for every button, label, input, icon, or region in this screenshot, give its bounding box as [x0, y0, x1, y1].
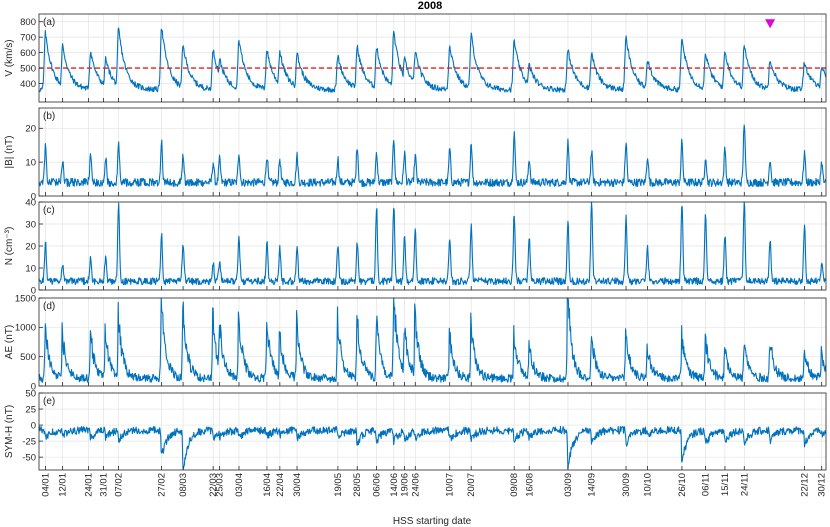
- panel-label-e: (e): [43, 396, 55, 407]
- ylabel-a: V (km/s): [4, 39, 15, 76]
- panel-label-d: (d): [43, 301, 55, 312]
- xtick-label-5: 27/02: [157, 473, 168, 497]
- series-e: [38, 425, 827, 470]
- ytick-label-d-1: 500: [20, 352, 36, 363]
- ylabel-d: AE (nT): [4, 325, 15, 359]
- panel-a: 400 500 600 700 800 (a) V (km/s): [4, 13, 827, 103]
- panel-c: 0 10 20 30 40 (c) N (cm⁻³): [4, 197, 827, 296]
- event-marker-triangle: [765, 19, 776, 29]
- panel-frame-e: [38, 392, 827, 471]
- panel-label-c: (c): [43, 205, 55, 216]
- ylabel-c: N (cm⁻³): [4, 227, 15, 266]
- ylabel-b: |B| (nT): [4, 136, 15, 169]
- xtick-label-32: 30/12: [817, 473, 828, 497]
- chart-title: 2008: [418, 0, 442, 12]
- ytick-label-e-2: 0: [31, 420, 36, 431]
- panel-frame-d: [38, 297, 827, 387]
- xtick-label-6: 08/03: [178, 473, 189, 497]
- panel-d: 0 500 1000 1500 (d) AE (nT): [4, 293, 827, 392]
- panel-label-b: (b): [43, 111, 55, 122]
- x-axis-label: HSS starting date: [393, 516, 472, 527]
- ytick-label-e-4: 50: [25, 388, 36, 399]
- series-a: [38, 27, 827, 93]
- ytick-label-e-1: -25: [22, 436, 36, 447]
- xtick-label-11: 22/04: [275, 473, 286, 497]
- xtick-label-3: 31/01: [99, 473, 110, 497]
- ytick-label-a-0: 400: [20, 79, 36, 90]
- ytick-label-e-3: 25: [25, 404, 36, 415]
- ytick-label-b-2: 20: [25, 124, 36, 135]
- ytick-label-d-0: 0: [31, 381, 36, 392]
- xtick-label-17: 19/06: [400, 473, 411, 497]
- xtick-label-31: 22/12: [799, 473, 810, 497]
- ytick-label-a-4: 800: [20, 17, 36, 28]
- xtick-label-27: 26/10: [677, 473, 688, 497]
- ytick-label-e-0: -50: [22, 452, 36, 463]
- ytick-label-d-3: 1500: [15, 293, 36, 304]
- xtick-label-1: 12/01: [58, 473, 69, 497]
- panel-frame-a: [38, 13, 827, 103]
- xtick-label-28: 06/11: [701, 473, 712, 496]
- xtick-label-0: 04/01: [40, 473, 51, 497]
- xtick-label-29: 15/11: [720, 473, 731, 496]
- ytick-label-c-2: 20: [25, 241, 36, 252]
- panel-b: 0 10 20 (b) |B| (nT): [4, 107, 827, 202]
- xtick-label-23: 03/09: [563, 473, 574, 497]
- xtick-label-26: 10/10: [643, 473, 654, 497]
- panel-e: -50 -25 0 25 50 (e) SYM-H (nT): [4, 388, 827, 471]
- xtick-label-20: 20/07: [466, 473, 477, 497]
- xtick-label-22: 16/08: [524, 473, 535, 497]
- xtick-label-19: 10/07: [445, 473, 456, 497]
- panel-frame-b: [38, 107, 827, 197]
- ytick-label-a-2: 600: [20, 48, 36, 59]
- xtick-label-24: 14/09: [587, 473, 598, 497]
- xtick-label-15: 06/06: [372, 473, 383, 497]
- xtick-label-8: 25/03: [215, 473, 226, 497]
- ytick-label-b-0: 0: [31, 191, 36, 202]
- series-d: [38, 297, 827, 383]
- ytick-label-c-0: 0: [31, 285, 36, 296]
- xtick-label-2: 24/01: [83, 473, 94, 497]
- series-b: [38, 124, 827, 188]
- panel-label-a: (a): [43, 17, 55, 28]
- xtick-label-7: 22/03: [208, 473, 219, 497]
- ytick-label-d-2: 1000: [15, 323, 36, 334]
- ytick-label-a-3: 700: [20, 32, 36, 43]
- xtick-label-18: 24/06: [410, 473, 421, 497]
- xtick-label-13: 19/05: [333, 473, 344, 497]
- ytick-label-a-1: 500: [20, 63, 36, 74]
- xtick-label-25: 30/09: [621, 473, 632, 497]
- xtick-label-14: 28/05: [352, 473, 363, 497]
- xtick-label-4: 07/02: [114, 473, 125, 497]
- xtick-label-21: 09/08: [509, 473, 520, 497]
- x-axis-date-ticks: 04/01 12/01 24/01 31/01 07/02 27/02 08/03 22/03…: [40, 473, 827, 497]
- series-c: [38, 201, 827, 286]
- xtick-label-12: 30/04: [292, 473, 303, 497]
- ylabel-e: SYM-H (nT): [4, 405, 15, 458]
- ytick-label-c-1: 10: [25, 263, 36, 274]
- xtick-label-9: 03/04: [234, 473, 245, 497]
- ytick-label-b-1: 10: [25, 157, 36, 168]
- xtick-label-16: 14/06: [389, 473, 400, 497]
- ytick-label-c-4: 40: [25, 197, 36, 208]
- xtick-label-30: 24/11: [739, 473, 750, 496]
- xtick-label-10: 16/04: [262, 473, 273, 497]
- ytick-label-c-3: 30: [25, 219, 36, 230]
